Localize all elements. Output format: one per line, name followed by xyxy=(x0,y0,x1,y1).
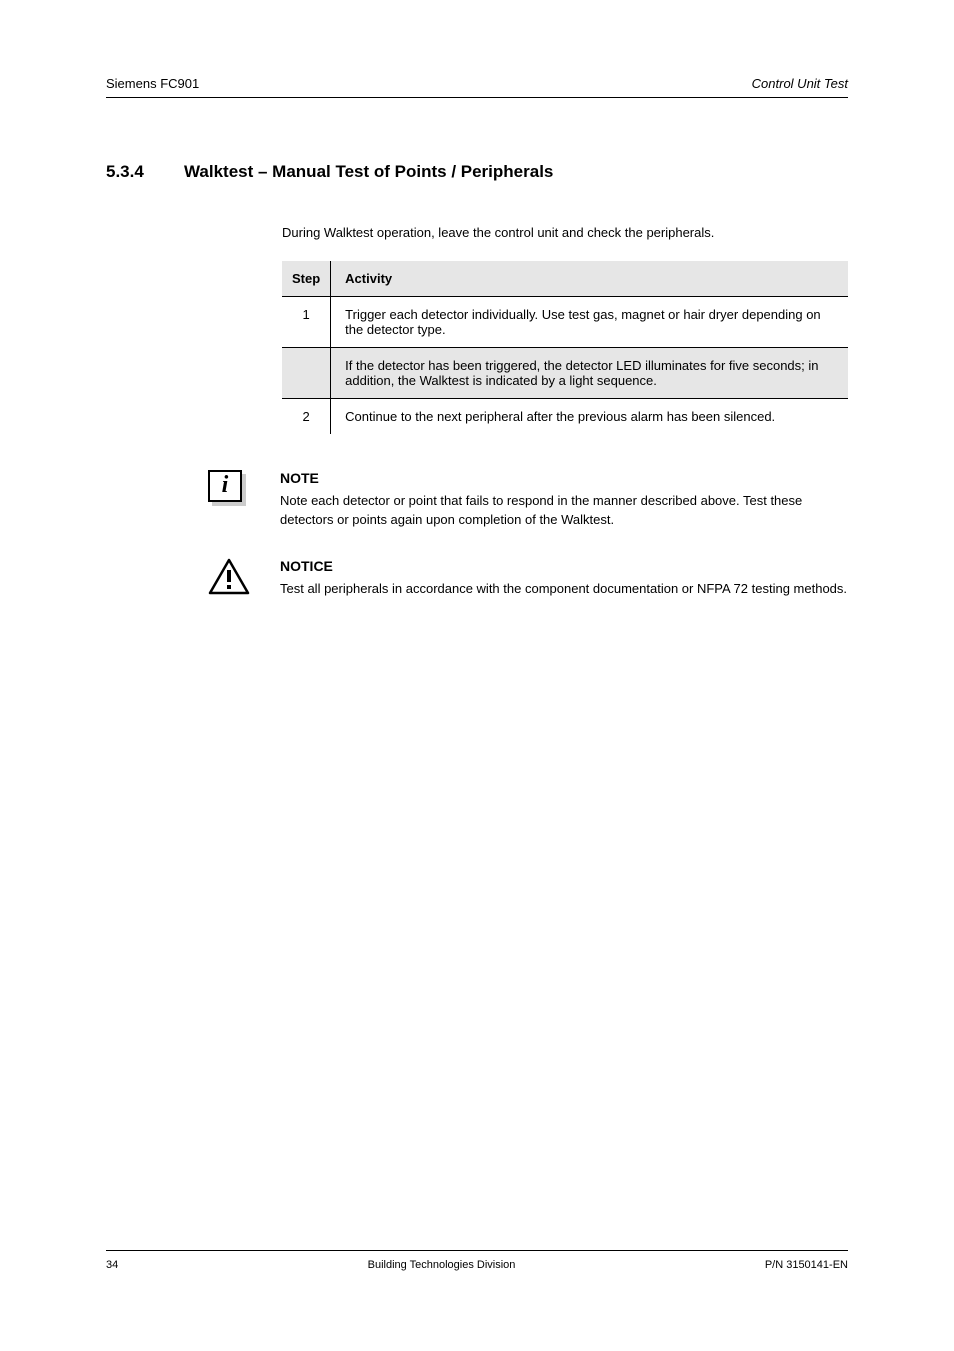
section-title: Walktest – Manual Test of Points / Perip… xyxy=(184,162,553,182)
section-number: 5.3.4 xyxy=(106,162,160,182)
table-cell-step: 2 xyxy=(282,398,331,434)
header-section-title: Control Unit Test xyxy=(752,76,848,91)
section-heading: 5.3.4 Walktest – Manual Test of Points /… xyxy=(106,162,848,182)
table-cell-activity: If the detector has been triggered, the … xyxy=(331,347,848,398)
note-block: i NOTE Note each detector or point that … xyxy=(208,470,848,530)
table-row: 1 Trigger each detector individually. Us… xyxy=(282,296,848,347)
intro-text: During Walktest operation, leave the con… xyxy=(282,224,848,243)
page-footer: 34 Building Technologies Division P/N 31… xyxy=(106,1250,848,1271)
table-row: 2 Continue to the next peripheral after … xyxy=(282,398,848,434)
warning-icon xyxy=(208,558,280,600)
table-cell-step xyxy=(282,347,331,398)
table-cell-activity: Continue to the next peripheral after th… xyxy=(331,398,848,434)
header-manual-title: Siemens FC901 xyxy=(106,76,199,91)
table-header-activity: Activity xyxy=(331,261,848,297)
table-cell-activity: Trigger each detector individually. Use … xyxy=(331,296,848,347)
notice-block: NOTICE Test all peripherals in accordanc… xyxy=(208,558,848,600)
page-header: Siemens FC901 Control Unit Test xyxy=(106,76,848,91)
notice-title: NOTICE xyxy=(280,558,848,574)
footer-division: Building Technologies Division xyxy=(368,1259,516,1271)
header-divider xyxy=(106,97,848,98)
table-header-step: Step xyxy=(282,261,331,297)
info-icon: i xyxy=(208,470,280,530)
table-row: If the detector has been triggered, the … xyxy=(282,347,848,398)
table-header-row: Step Activity xyxy=(282,261,848,297)
note-text: Note each detector or point that fails t… xyxy=(280,492,848,530)
walktest-table: Step Activity 1 Trigger each detector in… xyxy=(282,261,848,434)
footer-page-number: 34 xyxy=(106,1259,118,1271)
footer-part-number: P/N 3150141-EN xyxy=(765,1259,848,1271)
footer-divider xyxy=(106,1250,848,1251)
table-cell-step: 1 xyxy=(282,296,331,347)
note-title: NOTE xyxy=(280,470,848,486)
notice-text: Test all peripherals in accordance with … xyxy=(280,580,848,599)
